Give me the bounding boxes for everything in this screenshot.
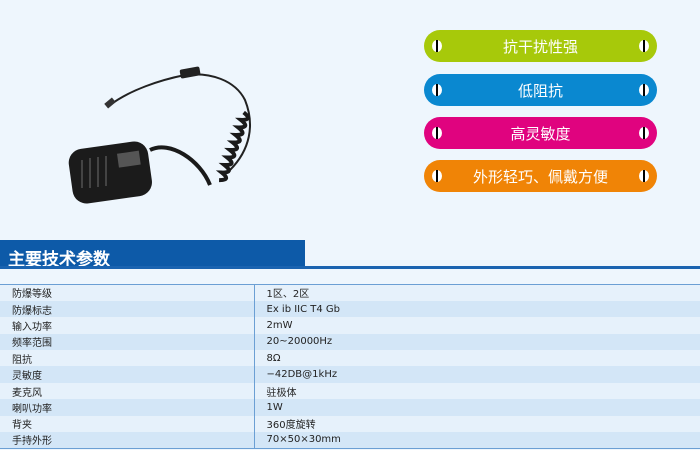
spec-name: 背夹: [0, 415, 255, 433]
dot-icon: [639, 40, 649, 52]
spec-name: 频率范围: [0, 333, 255, 351]
table-row: 灵敏度 −42DB@1kHz: [0, 366, 700, 383]
spec-value: 2mW: [266, 319, 293, 331]
table-row: 阻抗 8Ω: [0, 350, 700, 367]
table-row: 频率范围 20~20000Hz: [0, 333, 700, 351]
table-row: 背夹 360度旋转: [0, 415, 700, 433]
spec-name: 防爆标志: [0, 300, 255, 318]
table-row: 防爆标志 Ex ib IIC T4 Gb: [0, 300, 700, 318]
spec-value: −42DB@1kHz: [266, 369, 338, 381]
dot-icon: [432, 40, 442, 52]
dot-icon: [432, 84, 442, 96]
spec-name: 手持外形: [0, 432, 255, 449]
spec-value: Ex ib IIC T4 Gb: [266, 303, 341, 315]
spec-name: 麦克风: [0, 382, 255, 400]
spec-name: 灵敏度: [0, 366, 255, 383]
spec-value: 20~20000Hz: [266, 336, 333, 348]
spec-name: 喇叭功率: [0, 399, 255, 416]
spec-value: 360度旋转: [266, 420, 316, 432]
feature-badge: 低阻抗: [424, 74, 657, 106]
dot-icon: [639, 127, 649, 139]
dot-icon: [432, 127, 442, 139]
dot-icon: [639, 170, 649, 182]
speaker-microphone-image: [68, 66, 251, 204]
dot-icon: [432, 170, 442, 182]
feature-badge: 高灵敏度: [424, 117, 657, 149]
spec-table: 防爆等级 1区、2区 防爆标志 Ex ib IIC T4 Gb 输入功率 2mW 频率范围 2…: [0, 284, 700, 449]
dot-icon: [639, 84, 649, 96]
feature-badge: 抗干扰性强: [424, 30, 657, 62]
section-divider: [0, 266, 700, 269]
feature-label: 高灵敏度: [510, 124, 571, 143]
table-row: 手持外形 70×50×30mm: [0, 432, 700, 449]
section-title: 主要技术参数: [0, 240, 305, 270]
feature-label: 抗干扰性强: [502, 37, 578, 56]
spec-value: 1区、2区: [266, 289, 310, 301]
spec-name: 阻抗: [0, 350, 255, 367]
spec-value: 1W: [266, 401, 283, 413]
spec-value: 驻极体: [266, 387, 297, 399]
table-row: 麦克风 驻极体: [0, 382, 700, 400]
table-row: 防爆等级 1区、2区: [0, 284, 700, 301]
feature-label: 低阻抗: [517, 81, 563, 100]
table-row: 输入功率 2mW: [0, 317, 700, 334]
spec-value: 8Ω: [266, 352, 281, 364]
feature-label: 外形轻巧、佩戴方便: [472, 167, 608, 186]
spec-name: 输入功率: [0, 317, 255, 334]
table-row: 喇叭功率 1W: [0, 399, 700, 416]
feature-badge: 外形轻巧、佩戴方便: [424, 160, 657, 192]
spec-name: 防爆等级: [0, 284, 255, 301]
spec-value: 70×50×30mm: [266, 434, 341, 446]
